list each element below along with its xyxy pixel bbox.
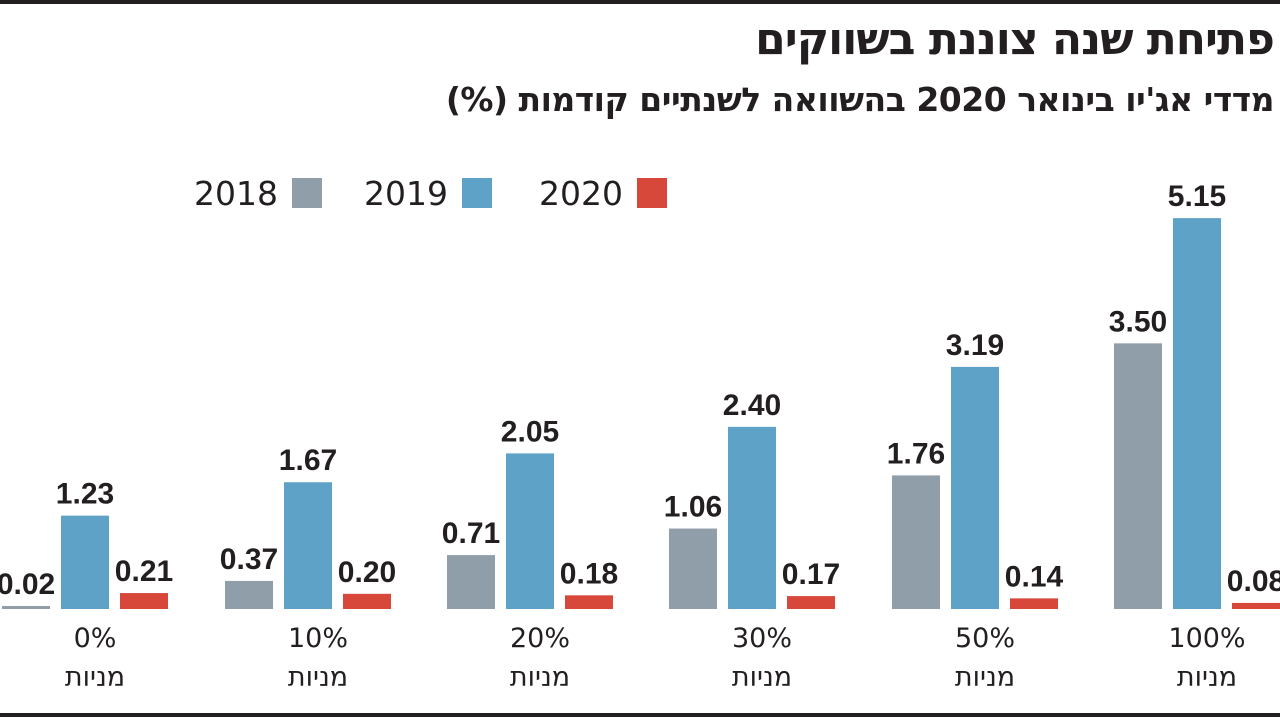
legend-swatch-2019: [462, 178, 492, 208]
category-label-100pct: 100%: [1168, 623, 1245, 654]
category-sublabel-10pct: מניות: [288, 662, 348, 693]
data-label-2019-100pct: 5.15: [1168, 180, 1226, 213]
bar-2019-20pct: [506, 453, 554, 609]
category-label-10pct: 10%: [288, 623, 348, 654]
legend-label-2019: 2019: [364, 174, 448, 213]
data-label-2019-50pct: 3.19: [946, 329, 1004, 362]
data-label-2020-100pct: 0.08: [1227, 565, 1280, 598]
category-sublabel-50pct: מניות: [955, 662, 1015, 693]
bar-2019-50pct: [951, 366, 999, 609]
bar-2020-20pct: [565, 595, 613, 609]
top-rule: [0, 0, 1280, 4]
legend-swatch-2018: [292, 178, 322, 208]
data-label-2019-0pct: 1.23: [56, 478, 114, 511]
bar-2018-0pct: [2, 606, 50, 609]
bar-2020-30pct: [787, 596, 835, 609]
data-label-2018-50pct: 1.76: [887, 437, 945, 470]
data-label-2020-50pct: 0.14: [1005, 560, 1064, 593]
data-label-2018-30pct: 1.06: [664, 491, 722, 524]
data-label-2018-10pct: 0.37: [220, 543, 278, 576]
data-label-2019-10pct: 1.67: [279, 444, 337, 477]
bar-2019-100pct: [1173, 218, 1221, 610]
bar-2020-100pct: [1232, 602, 1280, 609]
data-label-2018-20pct: 0.71: [442, 517, 500, 550]
data-label-2018-100pct: 3.50: [1109, 305, 1167, 338]
category-label-0pct: 0%: [74, 623, 117, 654]
legend-label-2018: 2018: [194, 174, 278, 213]
category-sublabel-100pct: מניות: [1177, 662, 1237, 693]
bar-2019-30pct: [728, 426, 776, 609]
chart-data-labels: 0.02 0.37 0.71 1.06 1.76 3.50 1.23 1.67 2.05 2.40…: [0, 180, 1280, 601]
bar-2018-50pct: [892, 475, 940, 609]
data-label-2020-20pct: 0.18: [560, 557, 618, 590]
bar-2018-10pct: [225, 580, 273, 609]
chart-subtitle: מדדי אג'יו בינואר 2020 בהשוואה לשנתיים ק…: [445, 80, 1275, 119]
bar-2020-0pct: [120, 593, 168, 609]
bar-2018-100pct: [1114, 343, 1162, 609]
data-label-2020-30pct: 0.17: [782, 558, 840, 591]
category-label-20pct: 20%: [510, 623, 570, 654]
category-sublabel-30pct: מניות: [732, 662, 792, 693]
data-label-2020-0pct: 0.21: [115, 555, 173, 588]
data-label-2018-0pct: 0.02: [0, 568, 55, 601]
data-label-2019-20pct: 2.05: [501, 415, 559, 448]
data-label-2019-30pct: 2.40: [723, 389, 781, 422]
category-sublabel-20pct: מניות: [510, 662, 570, 693]
bar-2018-30pct: [669, 528, 717, 609]
bar-2019-10pct: [284, 482, 332, 609]
category-label-50pct: 50%: [955, 623, 1015, 654]
chart-title: פתיחת שנה צוננת בשווקים: [755, 14, 1275, 65]
category-label-30pct: 30%: [732, 623, 792, 654]
chart-bars: [2, 218, 1280, 610]
bar-2019-0pct: [61, 515, 109, 609]
category-sublabel-0pct: מניות: [65, 662, 125, 693]
data-label-2020-10pct: 0.20: [338, 556, 396, 589]
legend-swatch-2020: [637, 178, 667, 208]
bar-2020-10pct: [343, 593, 391, 609]
bar-2020-50pct: [1010, 598, 1058, 609]
bottom-rule: [0, 713, 1280, 717]
bar-2018-20pct: [447, 555, 495, 609]
chart-category-labels: 0% מניות 10% מניות 20% מניות 30% מניות 50% מניות 1…: [65, 623, 1246, 693]
legend-label-2020: 2020: [539, 174, 623, 213]
chart-legend: 2018 2019 2020: [194, 174, 667, 213]
